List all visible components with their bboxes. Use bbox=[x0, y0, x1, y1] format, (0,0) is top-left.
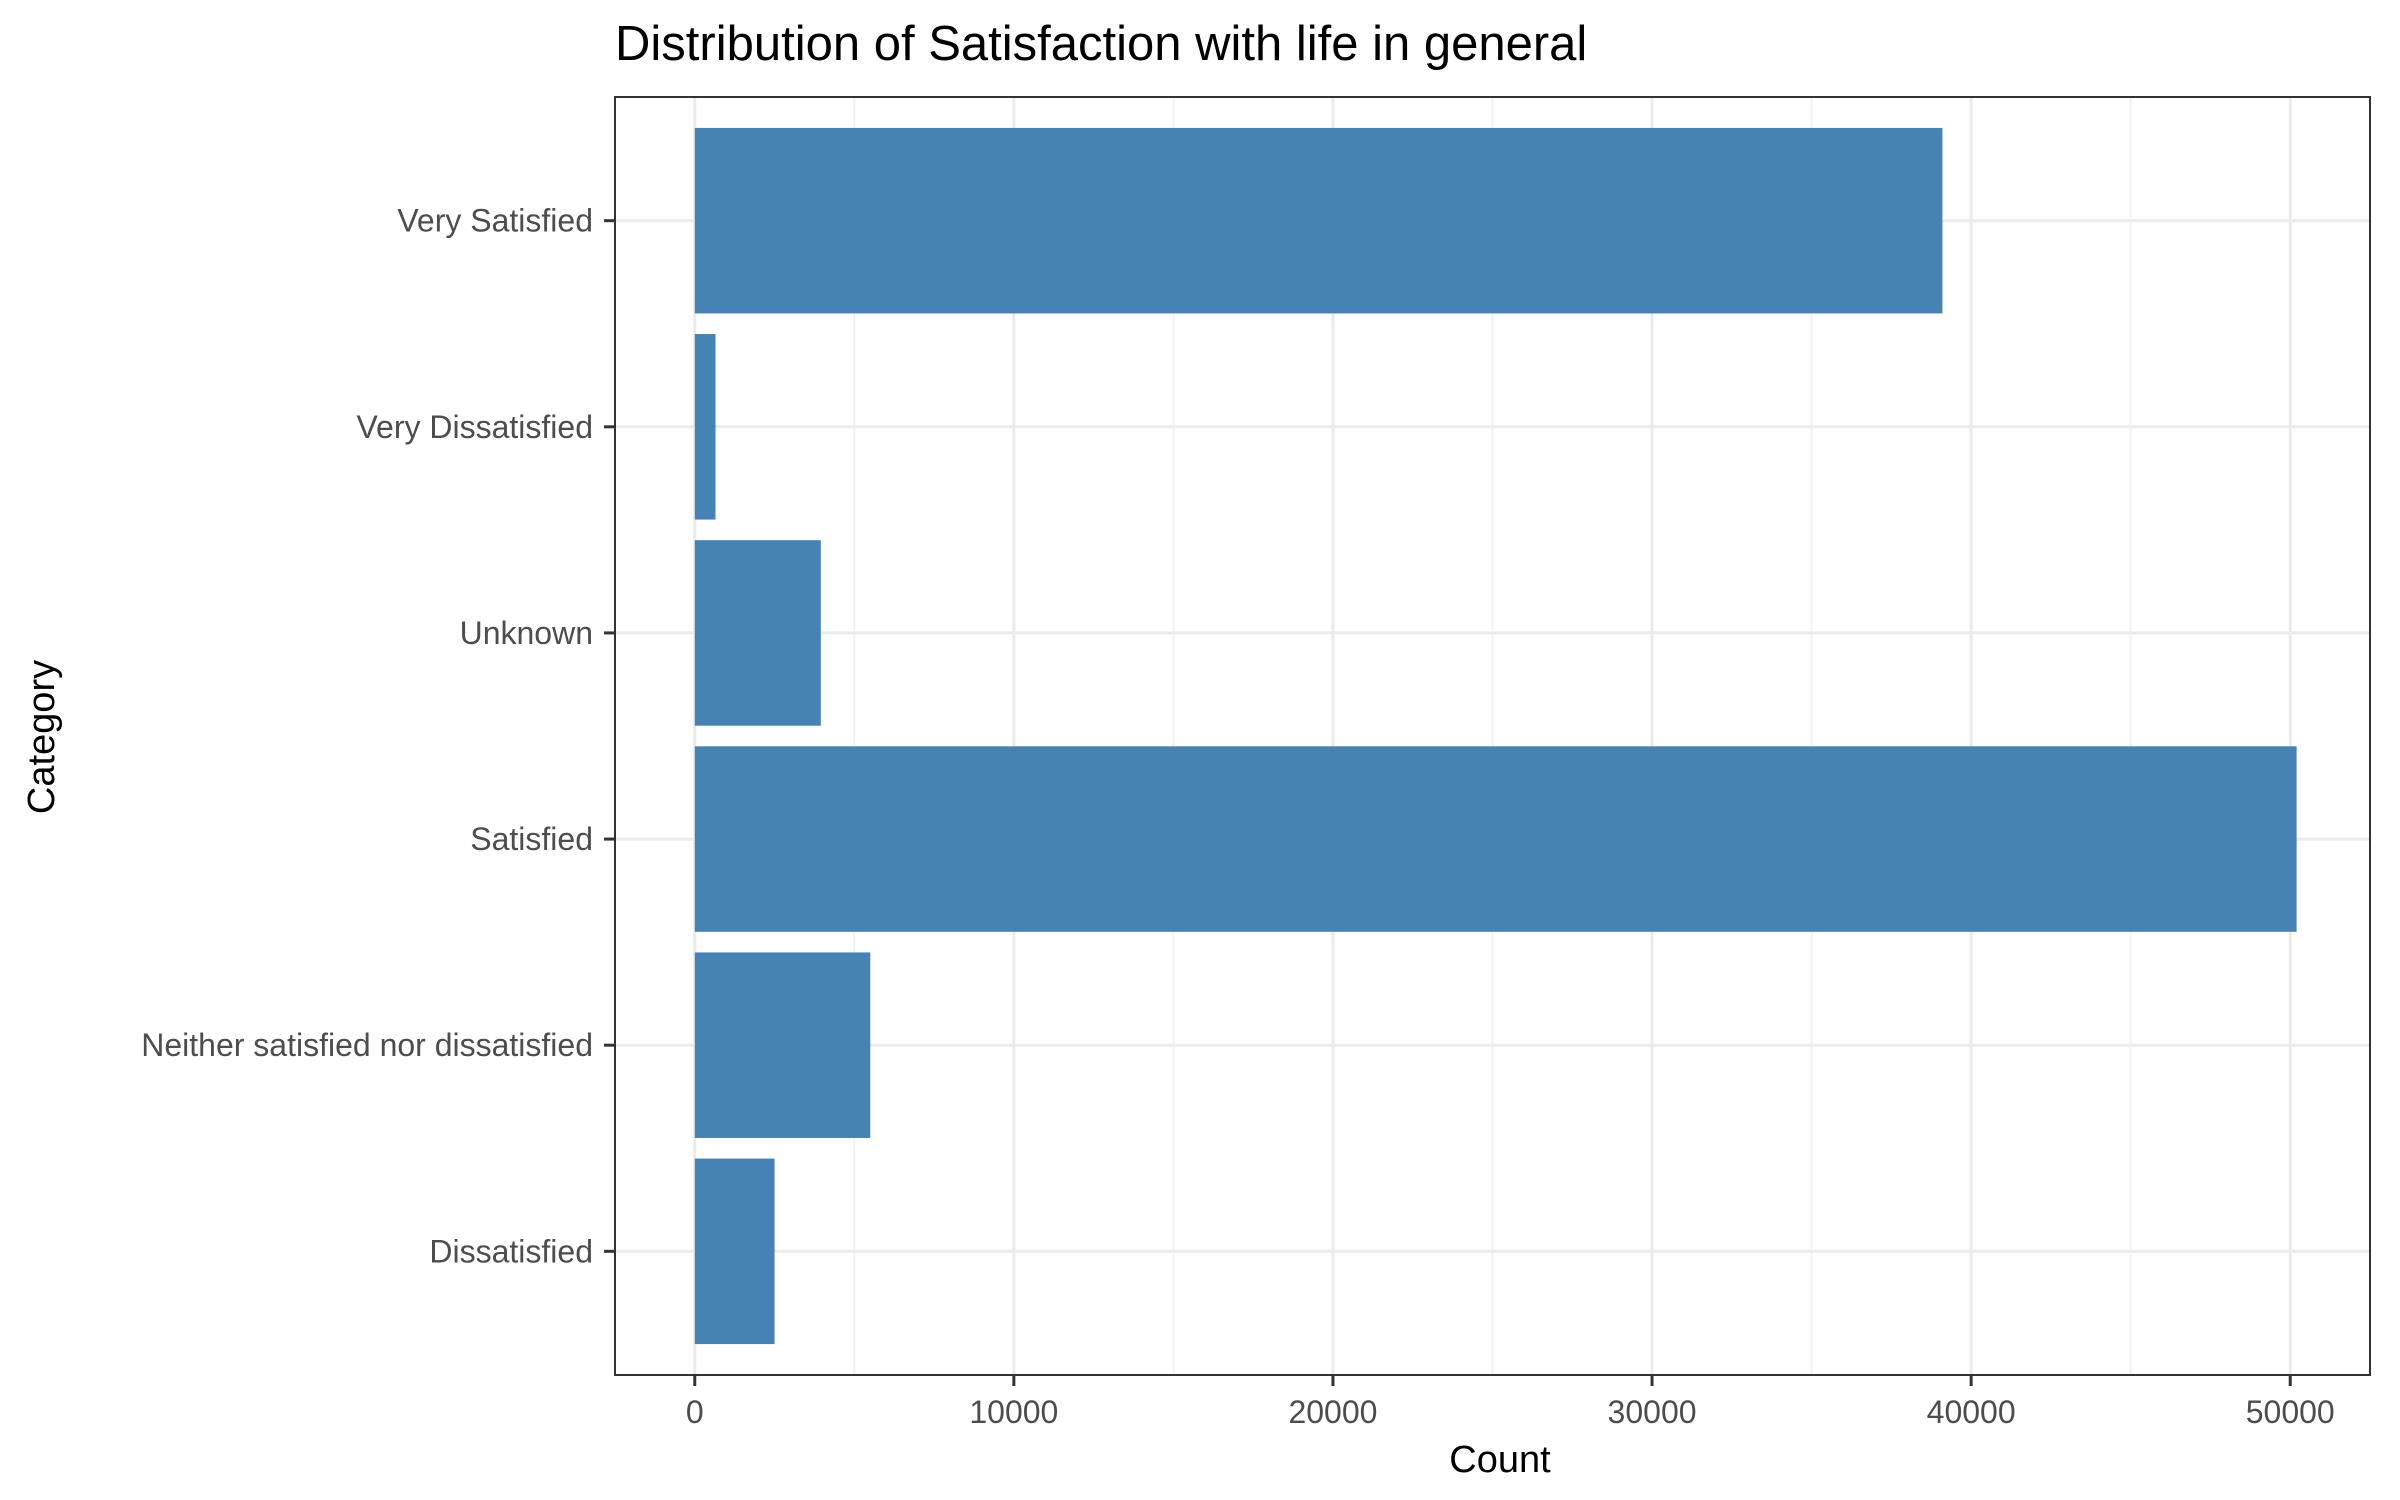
y-tick-label: Satisfied bbox=[470, 821, 593, 857]
bar-very-satisfied bbox=[694, 127, 1943, 314]
bar-neither-satisfied-nor-dissatisfied bbox=[694, 952, 871, 1138]
axis-ticks: Dissatisfied Neither satisfied nor dissat… bbox=[141, 203, 2334, 1430]
x-tick-label: 30000 bbox=[1608, 1394, 1697, 1430]
bar-very-dissatisfied bbox=[694, 334, 716, 520]
bar-satisfied bbox=[694, 746, 2297, 932]
bar-unknown bbox=[694, 540, 821, 726]
x-tick-label: 50000 bbox=[2246, 1394, 2335, 1430]
y-axis-title: Category bbox=[21, 660, 63, 814]
y-tick-label: Very Satisfied bbox=[397, 203, 593, 239]
x-tick-label: 10000 bbox=[969, 1394, 1058, 1430]
x-axis-title: Count bbox=[1449, 1439, 1551, 1481]
x-tick-label: 0 bbox=[686, 1394, 704, 1430]
x-tick-label: 40000 bbox=[1927, 1394, 2016, 1430]
bar-dissatisfied bbox=[694, 1158, 775, 1345]
chart-title: Distribution of Satisfaction with life i… bbox=[615, 17, 1587, 71]
y-tick-label: Neither satisfied nor dissatisfied bbox=[141, 1027, 593, 1063]
y-tick-label: Dissatisfied bbox=[429, 1233, 593, 1269]
y-tick-label: Unknown bbox=[460, 615, 593, 651]
x-tick-label: 20000 bbox=[1288, 1394, 1377, 1430]
bars bbox=[694, 127, 2297, 1345]
panel-border bbox=[614, 96, 2371, 1376]
y-tick-label: Very Dissatisfied bbox=[356, 409, 593, 445]
